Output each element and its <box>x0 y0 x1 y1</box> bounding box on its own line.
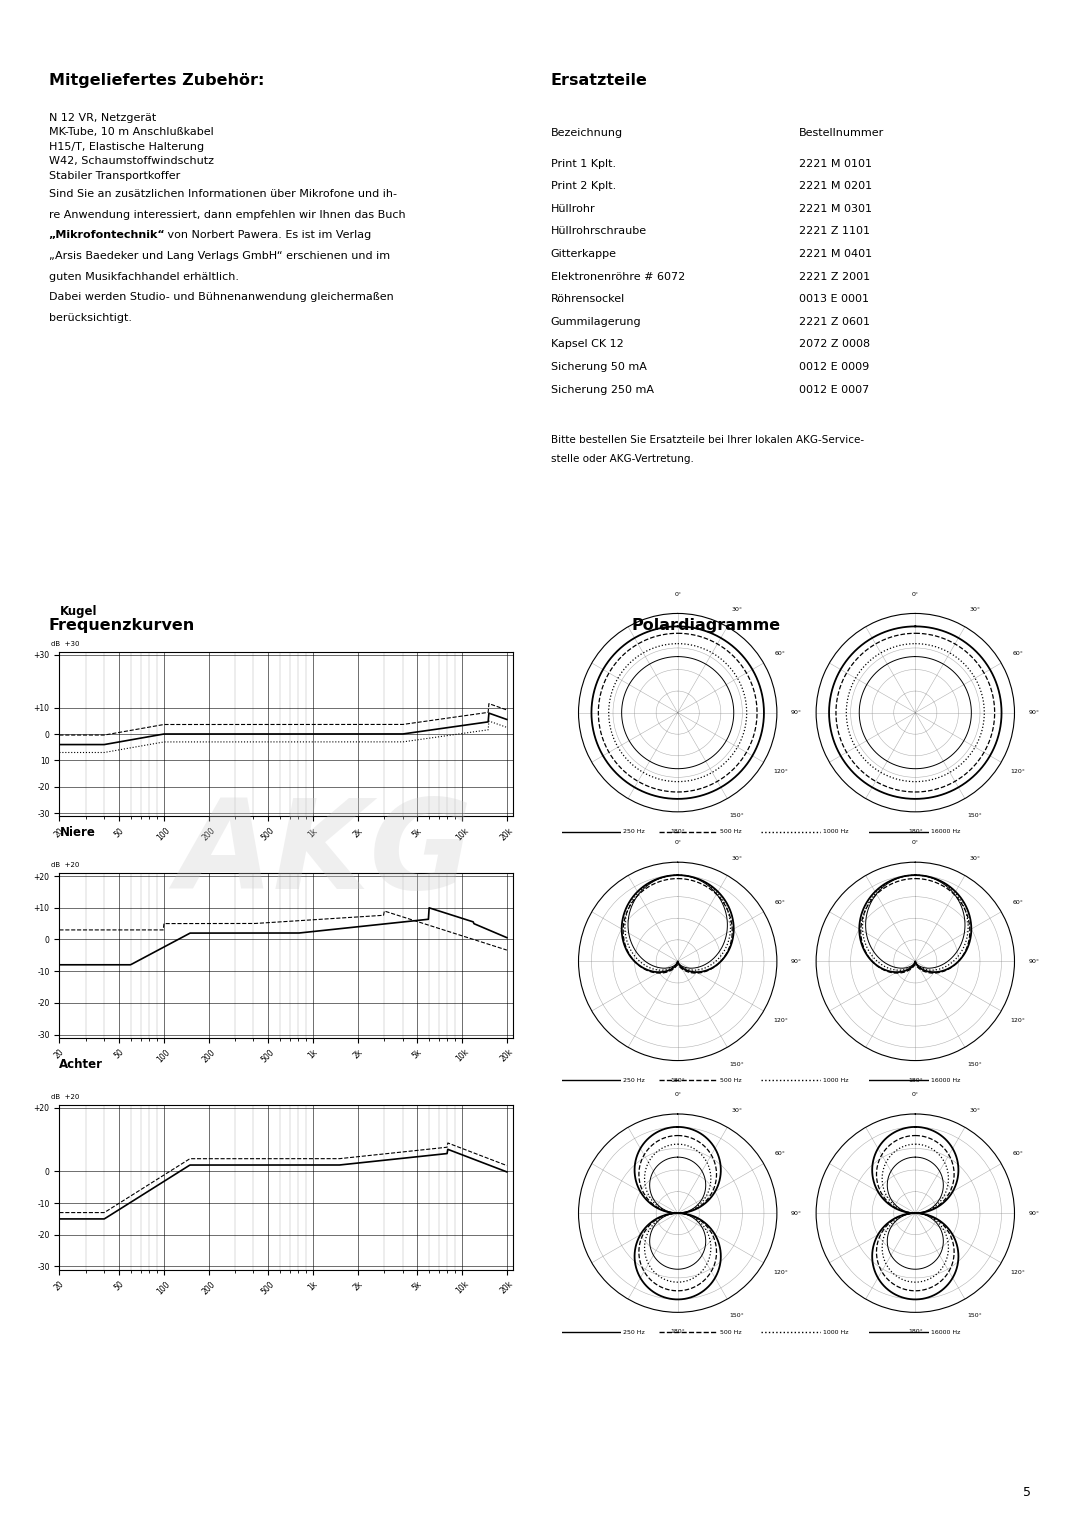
Text: Gitterkappe: Gitterkappe <box>551 249 617 259</box>
Text: re Anwendung interessiert, dann empfehlen wir Ihnen das Buch: re Anwendung interessiert, dann empfehle… <box>49 211 405 220</box>
Text: Sicherung 250 mA: Sicherung 250 mA <box>551 385 653 395</box>
Text: 500 Hz: 500 Hz <box>720 829 742 835</box>
Text: Sind Sie an zusätzlichen Informationen über Mikrofone und ih-: Sind Sie an zusätzlichen Informationen ü… <box>49 189 396 200</box>
Text: 5: 5 <box>1024 1485 1031 1499</box>
Text: 0013 E 0001: 0013 E 0001 <box>799 295 869 304</box>
Text: stelle oder AKG-Vertretung.: stelle oder AKG-Vertretung. <box>551 455 693 464</box>
Text: Print 2 Kplt.: Print 2 Kplt. <box>551 182 616 191</box>
Text: Ersatzteile: Ersatzteile <box>551 73 648 89</box>
Text: N 12 VR, Netzgerät
MK-Tube, 10 m Anschlußkabel
H15/T, Elastische Halterung
W42, : N 12 VR, Netzgerät MK-Tube, 10 m Anschlu… <box>49 113 214 180</box>
Text: 500 Hz: 500 Hz <box>720 1077 742 1083</box>
Text: Frequenzkurven: Frequenzkurven <box>49 618 194 633</box>
Text: Sicherung 50 mA: Sicherung 50 mA <box>551 362 647 372</box>
Text: 0012 E 0007: 0012 E 0007 <box>799 385 869 395</box>
Text: Niere: Niere <box>59 826 95 839</box>
Text: Bezeichnung: Bezeichnung <box>551 128 623 139</box>
Text: dB  +20: dB +20 <box>51 1094 79 1100</box>
Text: Bitte bestellen Sie Ersatzteile bei Ihrer lokalen AKG-Service-: Bitte bestellen Sie Ersatzteile bei Ihre… <box>551 435 864 444</box>
Text: Print 1 Kplt.: Print 1 Kplt. <box>551 159 616 169</box>
Text: von Norbert Pawera. Es ist im Verlag: von Norbert Pawera. Es ist im Verlag <box>164 230 372 241</box>
Text: Bestellnummer: Bestellnummer <box>799 128 885 139</box>
Text: „Arsis Baedeker und Lang Verlags GmbH“ erschienen und im: „Arsis Baedeker und Lang Verlags GmbH“ e… <box>49 250 390 261</box>
Text: Röhrensockel: Röhrensockel <box>551 295 625 304</box>
Text: Hüllrohr: Hüllrohr <box>551 204 595 214</box>
Text: Achter: Achter <box>59 1058 104 1071</box>
Text: 1000 Hz: 1000 Hz <box>823 1329 849 1335</box>
Text: 2221 M 0401: 2221 M 0401 <box>799 249 873 259</box>
Text: Dabei werden Studio- und Bühnenanwendung gleichermaßen: Dabei werden Studio- und Bühnenanwendung… <box>49 293 393 302</box>
Text: guten Musikfachhandel erhältlich.: guten Musikfachhandel erhältlich. <box>49 272 239 282</box>
Text: 250 Hz: 250 Hz <box>623 829 645 835</box>
Text: 2221 Z 1101: 2221 Z 1101 <box>799 226 870 237</box>
Text: 250 Hz: 250 Hz <box>623 1329 645 1335</box>
Text: 16000 Hz: 16000 Hz <box>931 829 960 835</box>
Text: dB  +20: dB +20 <box>51 862 79 868</box>
Text: 0012 E 0009: 0012 E 0009 <box>799 362 869 372</box>
Text: 2221 Z 0601: 2221 Z 0601 <box>799 317 870 327</box>
Text: 2221 M 0301: 2221 M 0301 <box>799 204 873 214</box>
Text: Kapsel CK 12: Kapsel CK 12 <box>551 339 623 349</box>
Text: 250 Hz: 250 Hz <box>623 1077 645 1083</box>
Text: 500 Hz: 500 Hz <box>720 1329 742 1335</box>
Text: dB  +30: dB +30 <box>51 641 79 647</box>
Text: 2221 Z 2001: 2221 Z 2001 <box>799 272 870 282</box>
Text: 16000 Hz: 16000 Hz <box>931 1077 960 1083</box>
Text: 2221 M 0201: 2221 M 0201 <box>799 182 873 191</box>
Text: Hüllrohrschraube: Hüllrohrschraube <box>551 226 647 237</box>
Text: Kugel: Kugel <box>59 604 97 618</box>
Text: 16000 Hz: 16000 Hz <box>931 1329 960 1335</box>
Text: 1000 Hz: 1000 Hz <box>823 1077 849 1083</box>
Text: Gummilagerung: Gummilagerung <box>551 317 642 327</box>
Text: 2072 Z 0008: 2072 Z 0008 <box>799 339 870 349</box>
Text: Mitgeliefertes Zubehör:: Mitgeliefertes Zubehör: <box>49 73 264 89</box>
Text: 2221 M 0101: 2221 M 0101 <box>799 159 873 169</box>
Text: Polardiagramme: Polardiagramme <box>632 618 781 633</box>
Text: berücksichtigt.: berücksichtigt. <box>49 313 132 324</box>
Text: 1000 Hz: 1000 Hz <box>823 829 849 835</box>
Text: „Mikrofontechnik“: „Mikrofontechnik“ <box>49 230 165 241</box>
Text: Elektronenröhre # 6072: Elektronenröhre # 6072 <box>551 272 685 282</box>
Text: AKG: AKG <box>176 794 472 916</box>
